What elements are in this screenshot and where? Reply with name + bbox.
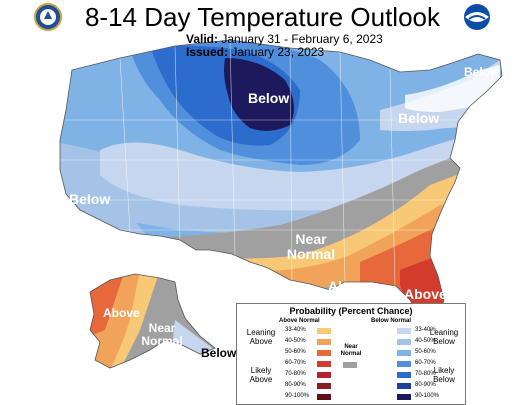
label-above-florida: Above (404, 286, 447, 302)
page-title: 8-14 Day Temperature Outlook (84, 2, 441, 32)
below-range-6: 90-100% (415, 393, 440, 399)
above-swatch-5 (317, 383, 331, 389)
legend-below-head: Below Normal (371, 318, 412, 324)
noaa-logo-icon (464, 4, 490, 30)
label-near-normal-alaska: Near Normal (141, 321, 183, 348)
label-above-south: Above (328, 278, 371, 294)
below-swatch-5 (397, 383, 411, 389)
legend-above-head: Above Normal (279, 318, 320, 324)
above-range-1: 40-50% (285, 338, 306, 344)
legend-likely-above: Likely Above (249, 366, 273, 384)
label-below-north: Below (248, 90, 290, 106)
above-range-4: 70-80% (285, 371, 306, 377)
below-range-1: 40-50% (415, 338, 436, 344)
below-range-5: 80-90% (415, 382, 436, 388)
below-range-2: 50-60% (415, 349, 436, 355)
below-range-4: 70-80% (415, 371, 436, 377)
issued-value: January 23, 2023 (231, 45, 325, 59)
below-swatch-2 (397, 350, 411, 356)
below-swatch-3 (397, 361, 411, 367)
issued-date: Issued: January 23, 2023 (186, 45, 324, 59)
label-below-alaska: Below (201, 346, 237, 360)
legend-title: Probability (Percent Chance) (289, 306, 413, 316)
alaska-outline (89, 273, 216, 369)
label-below-california: Below (69, 191, 111, 207)
doc-seal-icon (34, 3, 62, 31)
legend-near-swatch (343, 362, 357, 368)
legend-near-normal-label: Near Normal (340, 344, 362, 357)
above-swatch-3 (317, 361, 331, 367)
above-range-5: 80-90% (285, 382, 306, 388)
below-swatch-1 (397, 339, 411, 345)
legend-leaning-above: Leaning Above (246, 328, 276, 346)
probability-legend: Probability (Percent Chance) Above Norma… (236, 303, 466, 405)
below-range-0: 33-40% (415, 327, 436, 333)
conus-outline (59, 39, 503, 323)
above-range-6: 90-100% (285, 393, 310, 399)
above-range-3: 60-70% (285, 360, 306, 366)
legend-likely-below: Likely Below (433, 366, 455, 384)
above-swatch-2 (317, 350, 331, 356)
legend-leaning-below: Leaning Below (429, 328, 459, 346)
label-below-northeast: Below (398, 110, 440, 126)
issued-label: Issued: (186, 45, 229, 59)
valid-value: January 31 - February 6, 2023 (221, 32, 383, 46)
above-swatch-0 (317, 328, 331, 334)
above-swatch-1 (317, 339, 331, 345)
label-above-alaska: Above (103, 306, 140, 320)
above-range-0: 33-40% (285, 327, 306, 333)
label-below-maine: Below (464, 65, 500, 79)
above-swatch-4 (317, 372, 331, 378)
valid-label: Valid: (186, 32, 219, 46)
valid-dates: Valid: January 31 - February 6, 2023 (186, 32, 383, 46)
above-range-2: 50-60% (285, 349, 306, 355)
below-swatch-6 (397, 394, 411, 400)
below-swatch-4 (397, 372, 411, 378)
above-swatch-6 (317, 394, 331, 400)
below-range-3: 60-70% (415, 360, 436, 366)
label-near-normal-center: Near Normal (286, 231, 336, 262)
below-swatch-0 (397, 328, 411, 334)
